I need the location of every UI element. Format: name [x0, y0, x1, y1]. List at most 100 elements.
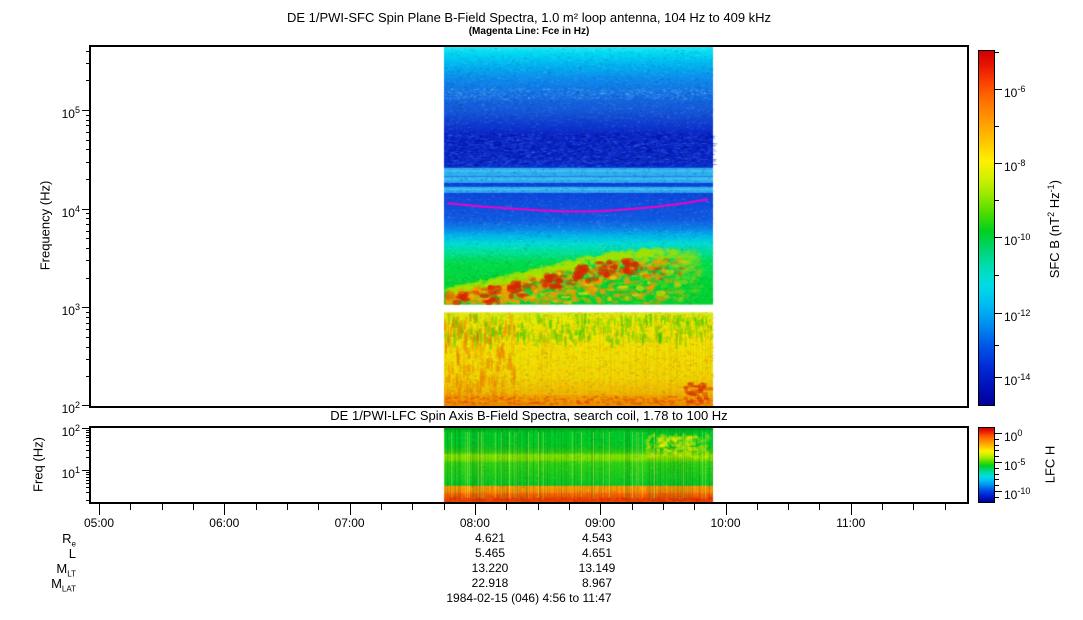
y-minor-tick	[86, 337, 91, 339]
y-minor-tick	[86, 114, 91, 116]
x-minor-tick	[882, 504, 884, 510]
annotation-value: 22.918	[471, 576, 509, 590]
y-minor-tick	[86, 479, 91, 481]
x-minor-tick	[380, 504, 382, 510]
x-minor-tick	[819, 504, 821, 510]
power-of-ten-label: 10-5	[1004, 456, 1026, 473]
y-minor-tick	[86, 492, 91, 494]
y-minor-tick	[86, 218, 91, 220]
x-minor-tick	[568, 504, 570, 510]
annotation-value: 8.967	[581, 576, 613, 590]
y-minor-tick	[86, 429, 91, 431]
power-of-ten-label: 100	[1004, 428, 1023, 445]
lfc-panel-title: DE 1/PWI-LFC Spin Axis B-Field Spectra, …	[330, 408, 728, 423]
sfc-colorbar-label-sup: -1	[1045, 184, 1056, 193]
sfc-colorbar-label-text: SFC B (nT	[1047, 216, 1063, 279]
x-minor-tick	[412, 504, 414, 510]
colorbar-tick	[995, 461, 1002, 463]
y-major-tick	[82, 405, 91, 407]
y-minor-tick	[86, 179, 91, 181]
y-minor-tick	[86, 482, 91, 484]
y-minor-tick	[86, 132, 91, 133]
y-minor-tick	[86, 434, 91, 436]
power-of-ten-label: 105	[61, 105, 80, 122]
y-minor-tick	[86, 322, 91, 324]
y-minor-tick	[86, 80, 91, 82]
colorbar-minor-tick	[995, 438, 999, 440]
sfc-colorbar-label: SFC B (nT2 Hz-1)	[1044, 154, 1062, 304]
colorbar-minor-tick	[995, 200, 999, 202]
y-major-tick	[82, 307, 91, 309]
y-minor-tick	[86, 476, 91, 478]
annotation-row-label: Re	[62, 531, 76, 549]
power-of-ten-label: 10-10	[1004, 231, 1031, 248]
plot-subtitle: (Magenta Line: Fce in Hz)	[468, 26, 590, 37]
annotation-row-label: MLT	[56, 561, 76, 579]
x-minor-tick	[756, 504, 758, 510]
sfc-colorbar-label-text: Hz	[1047, 192, 1063, 212]
colorbar-tick-label: 10-10	[1004, 231, 1048, 247]
time-tick-label: 05:00	[83, 516, 115, 530]
colorbar-minor-tick	[995, 479, 999, 481]
y-minor-tick	[86, 437, 91, 439]
colorbar-minor-tick	[995, 126, 999, 128]
y-major-tick	[82, 470, 91, 472]
colorbar-minor-tick	[995, 473, 999, 475]
y-minor-tick	[86, 311, 91, 313]
power-of-ten-label: 102	[61, 400, 80, 417]
y-tick-label: 103	[34, 301, 80, 317]
colorbar-tick-label: 10-8	[1004, 157, 1048, 173]
sfc-spectrogram-canvas	[91, 47, 967, 406]
y-tick-label: 101	[34, 464, 80, 480]
x-minor-tick	[631, 504, 633, 510]
y-minor-tick	[86, 125, 91, 127]
colorbar-tick	[995, 162, 1002, 164]
y-minor-tick	[86, 213, 91, 215]
time-tick-label: 06:00	[209, 516, 240, 530]
power-of-ten-label: 103	[61, 302, 80, 319]
x-minor-tick	[161, 504, 163, 510]
y-minor-tick	[86, 119, 91, 121]
sfc-colorbar-label-text: )	[1047, 180, 1063, 185]
y-minor-tick	[86, 440, 91, 442]
y-minor-tick	[86, 444, 91, 446]
annotation-value: 13.149	[578, 561, 616, 575]
colorbar-tick-label: 10-5	[1004, 456, 1048, 472]
x-major-tick	[474, 504, 476, 515]
x-minor-tick	[506, 504, 508, 510]
colorbar-tick	[995, 377, 1002, 379]
colorbar-tick-label: 10-12	[1004, 307, 1048, 323]
x-minor-tick	[662, 504, 664, 510]
x-major-tick	[850, 504, 852, 515]
y-minor-tick	[86, 329, 91, 331]
y-minor-tick	[86, 224, 91, 226]
y-minor-tick	[86, 316, 91, 318]
lfc-colorbar	[978, 427, 995, 503]
y-minor-tick	[86, 486, 91, 488]
annotation-value: 4.543	[581, 531, 613, 545]
time-tick-label: 09:00	[585, 516, 616, 530]
colorbar-minor-tick	[995, 496, 999, 498]
y-minor-tick	[86, 139, 91, 141]
y-minor-tick	[86, 247, 91, 249]
x-minor-tick	[192, 504, 194, 510]
x-major-tick	[600, 504, 602, 515]
y-minor-tick	[86, 50, 91, 52]
x-minor-tick	[913, 504, 915, 510]
x-minor-tick	[694, 504, 696, 510]
time-tick-label: 11:00	[836, 516, 866, 530]
y-minor-tick	[86, 149, 91, 151]
power-of-ten-label: 102	[61, 423, 80, 440]
sfc-colorbar	[978, 50, 995, 406]
annotation-value: 13.220	[471, 561, 509, 575]
power-of-ten-label: 10-12	[1004, 307, 1031, 324]
x-minor-tick	[443, 504, 445, 510]
power-of-ten-label: 101	[61, 465, 80, 482]
annotation-value: 5.465	[474, 546, 506, 560]
colorbar-tick	[995, 433, 1002, 435]
colorbar-tick-label: 10-6	[1004, 83, 1048, 99]
y-minor-tick	[86, 277, 91, 279]
lfc-spectrogram-panel	[89, 426, 969, 504]
colorbar-minor-tick	[995, 467, 999, 469]
